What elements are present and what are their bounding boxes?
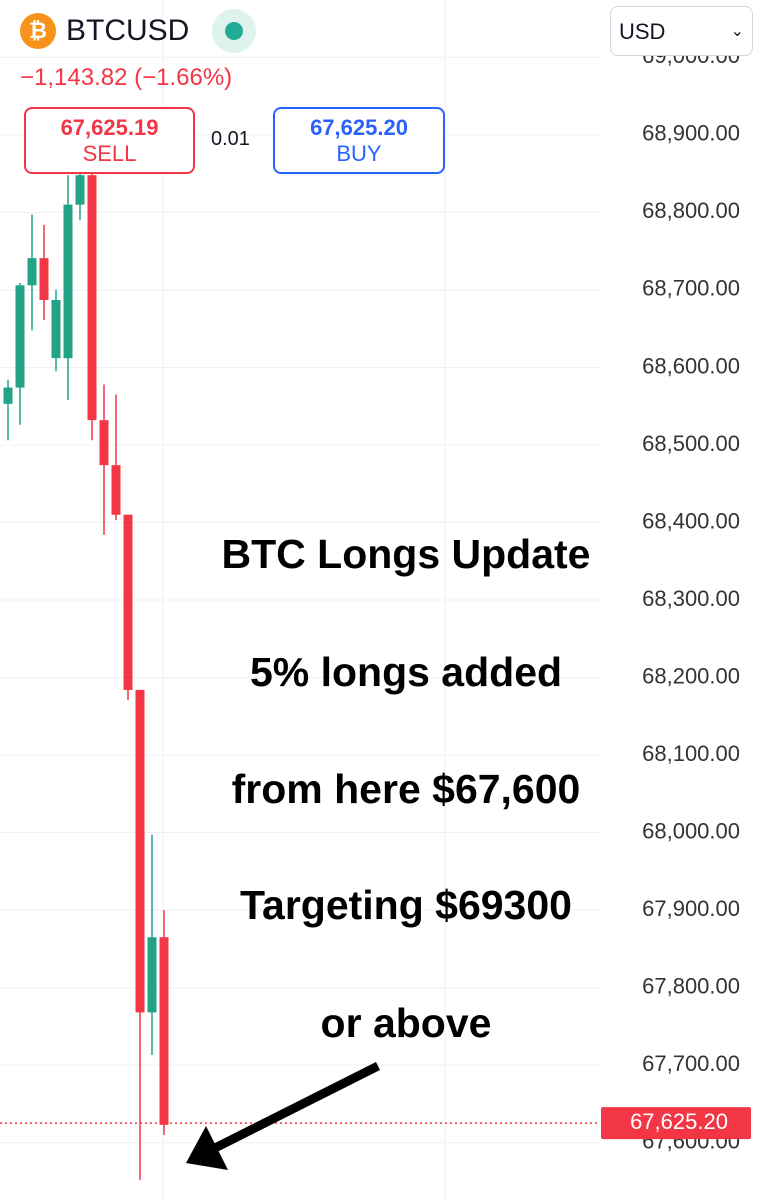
candle-body [99,420,109,466]
y-tick-label: 68,300.00 [642,586,740,611]
y-tick-label: 68,700.00 [642,276,740,301]
candle-body [159,937,169,1125]
annotation: or above [321,1000,492,1046]
y-tick-label: 68,800.00 [642,198,740,223]
candle-body [87,175,97,421]
candle-body [135,689,145,1013]
arrow-head [186,1126,228,1170]
y-tick-label: 68,100.00 [642,741,740,766]
y-tick-label: 68,500.00 [642,431,740,456]
currency-select[interactable]: USD ⌄ [610,6,753,56]
y-tick-label: 68,600.00 [642,353,740,378]
annotation: from here $67,600 [232,766,581,812]
annotation: BTC Longs Update [222,531,591,577]
y-tick-label: 67,900.00 [642,896,740,921]
candle-body [111,465,121,515]
arrow-shaft [212,1061,381,1153]
last-price-box [601,1107,751,1140]
y-tick-label: 68,400.00 [642,508,740,533]
candle-body [51,300,61,359]
currency: USD [619,19,666,44]
candle-body [123,514,133,690]
change: −1,143.82 (−1.66%) [20,64,233,91]
candle-body [63,204,73,359]
buy-price: 67,625.20 [310,115,408,140]
spread: 0.01 [211,128,250,150]
sell-price: 67,625.19 [60,115,159,140]
last-price-label: 67,625.20 [630,1109,728,1134]
annotation: 5% longs added [250,649,562,695]
candle-body [147,937,157,1013]
buy-button[interactable]: 67,625.20 BUY [273,107,445,174]
candle-body [27,258,37,286]
chevron: ⌄ [730,23,744,40]
sell-label: SELL [82,141,137,166]
y-tick-label: 68,000.00 [642,818,740,843]
annotation: Targeting $69300 [240,882,572,928]
buy-label: BUY [336,141,382,166]
y-tick-label: 68,900.00 [642,121,740,146]
header: ₿ BTCUSD −1,143.82 (−1.66%) 67,625.19 SE… [0,0,763,180]
candle-body [15,285,25,388]
symbol: BTCUSD [66,14,190,47]
status-dot [212,9,256,53]
sell-button[interactable]: 67,625.19 SELL [24,107,195,174]
candle-body [3,387,13,404]
y-tick-label: 68,200.00 [642,663,740,688]
candle-body [75,175,85,205]
coin-icon: ₿ [20,13,56,49]
y-tick-label: 67,700.00 [642,1051,740,1076]
candle-body [39,258,49,300]
y-tick-label: 67,800.00 [642,973,740,998]
